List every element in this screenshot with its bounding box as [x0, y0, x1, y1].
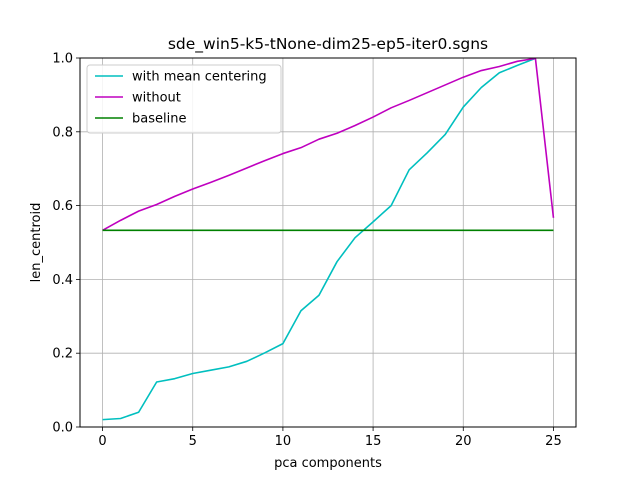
y-tick-label: 0.8: [52, 125, 73, 140]
y-axis-label: len_centroid: [29, 203, 44, 283]
legend-box: [86, 64, 282, 134]
x-tick-label: 25: [545, 434, 562, 449]
legend: with mean centering without baseline: [86, 64, 282, 134]
y-tick-label: 0.4: [52, 273, 73, 288]
y-tick-label: 0.2: [52, 347, 73, 362]
x-tick-label: 10: [275, 434, 292, 449]
plot-frame: [79, 57, 577, 428]
y-axis: 0.0 0.2 0.4 0.6 0.8 1.0: [52, 52, 80, 436]
legend-label-1: with mean centering: [132, 70, 267, 85]
series-line-1: [102, 57, 536, 421]
legend-label-3: baseline: [132, 112, 186, 127]
x-axis: 0 5 10 15 20 25: [98, 427, 562, 449]
y-tick-label: 0.0: [52, 421, 73, 436]
series-line-2: [102, 57, 555, 232]
series-lines: [102, 57, 555, 421]
x-tick-label: 0: [98, 434, 106, 449]
y-tick-label: 1.0: [52, 52, 73, 67]
x-tick-label: 20: [455, 434, 472, 449]
x-axis-label: pca components: [274, 456, 382, 471]
legend-label-2: without: [132, 91, 181, 106]
y-tick-label: 0.6: [52, 199, 73, 214]
x-tick-label: 5: [189, 434, 197, 449]
chart-title: sde_win5-k5-tNone-dim25-ep5-iter0.sgns: [168, 35, 488, 54]
x-tick-label: 15: [365, 434, 382, 449]
